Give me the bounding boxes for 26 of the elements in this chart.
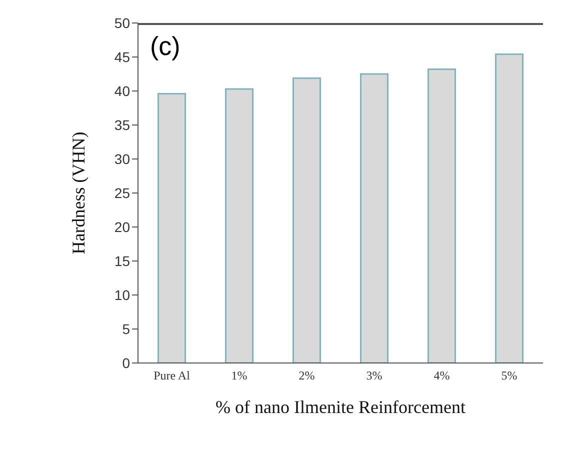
y-tick-label: 15: [114, 252, 130, 269]
x-axis-title: % of nano Ilmenite Reinforcement: [216, 397, 466, 417]
x-tick-label: 1%: [231, 368, 248, 383]
y-tick-label: 35: [114, 116, 130, 133]
x-tick-label: 3%: [366, 368, 382, 383]
x-tick-label: 2%: [298, 368, 315, 383]
y-tick-label: 0: [122, 354, 130, 371]
x-tick-label: 4%: [434, 368, 450, 383]
bar: [225, 88, 254, 363]
bar: [428, 68, 456, 363]
bar: [360, 73, 388, 363]
bar: [158, 92, 186, 363]
y-tick-label: 40: [114, 82, 130, 99]
y-tick-label: 25: [114, 184, 130, 201]
y-tick-label: 5: [122, 320, 130, 337]
y-tick-label: 50: [114, 14, 130, 31]
annotation: (c): [150, 31, 180, 62]
y-tick-label: 20: [114, 218, 130, 235]
y-tick-label: 45: [114, 48, 130, 65]
y-axis-title: Hardness (VHN): [68, 132, 88, 254]
y-tick-label: 30: [114, 150, 130, 167]
y-tick-label: 10: [114, 286, 130, 303]
bar: [292, 77, 321, 363]
x-tick-label: 5%: [501, 368, 518, 383]
x-tick-label: Pure Al: [154, 368, 191, 383]
bar: [495, 54, 524, 363]
